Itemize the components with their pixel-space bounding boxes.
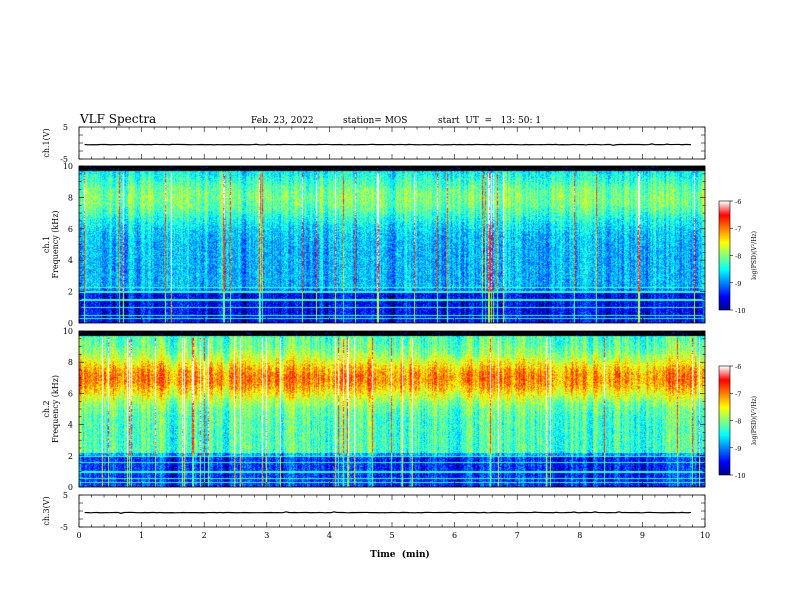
y-tick-label: 5 (63, 491, 68, 500)
y-tick-label: 8 (68, 358, 73, 367)
y-tick-label: -5 (60, 523, 68, 532)
colorbar-tick-label: -6 (735, 363, 741, 371)
colorbar-label: log(PSD)(V²/Hz) (751, 231, 758, 280)
colorbar-2 (719, 366, 730, 475)
colorbar-label: log(PSD)(V²/Hz) (751, 396, 758, 445)
y-tick-label: 10 (63, 162, 73, 171)
spectrogram-image-1 (79, 166, 705, 323)
x-tick-label: 9 (640, 531, 645, 540)
x-tick-label: 5 (389, 531, 394, 540)
y-axis-label: ch.1 (42, 236, 51, 253)
plot-area: 5 -5 ch.1(V) -6 -7 -8 -9 -10 log(PSD)(V²/Hz) 0 2 4 6… (42, 123, 758, 540)
colorbar-tick-label: -9 (735, 280, 741, 288)
colorbar-tick-label: -7 (735, 390, 741, 398)
chart-title: VLF Spectra (79, 112, 156, 126)
x-tick-label: 3 (264, 531, 269, 540)
y-tick-label: 2 (68, 288, 73, 297)
colorbar-tick-label: -10 (735, 472, 745, 480)
colorbar-tick-label: -7 (735, 225, 741, 233)
colorbar-tick-label: -8 (735, 418, 741, 426)
y-axis-label: Frequency (kHz) (51, 375, 60, 443)
x-axis-label: Time (min) (370, 549, 430, 560)
y-tick-label: 6 (68, 389, 73, 398)
y-tick-label: 6 (68, 225, 73, 234)
station-label: station= MOS (343, 116, 407, 126)
y-tick-label: 5 (63, 123, 68, 132)
y-tick-label: 4 (68, 421, 73, 430)
x-tick-label: 2 (202, 531, 207, 540)
colorbar-tick-label: -9 (735, 445, 741, 453)
x-tick-label: 4 (327, 531, 332, 540)
y-axis-label: ch.2 (42, 400, 51, 417)
y-tick-label: 4 (68, 256, 73, 265)
x-tick-label: 0 (76, 531, 81, 540)
y-axis-label: Frequency (kHz) (51, 210, 60, 278)
y-tick-label: 0 (68, 319, 73, 328)
x-tick-label: 6 (452, 531, 457, 540)
date-label: Feb. 23, 2022 (251, 116, 314, 126)
colorbar-tick-label: -6 (735, 198, 741, 206)
y-tick-label: -5 (60, 155, 68, 164)
waveform-line-0 (84, 143, 692, 146)
waveform-line-3 (84, 511, 692, 515)
colorbar-tick-label: -8 (735, 253, 741, 261)
x-tick-label: 10 (700, 531, 710, 540)
y-axis-label: ch.1(V) (42, 128, 51, 157)
y-tick-label: 10 (63, 327, 73, 336)
x-tick-label: 1 (139, 531, 144, 540)
x-tick-label: 7 (515, 531, 520, 540)
y-tick-label: 0 (68, 483, 73, 492)
colorbar-tick-label: -10 (735, 307, 745, 315)
y-axis-label: ch.3(V) (42, 496, 51, 525)
spectrogram-image-2 (79, 331, 705, 487)
y-tick-label: 2 (68, 452, 73, 461)
y-tick-label: 8 (68, 193, 73, 202)
colorbar-1 (719, 201, 730, 310)
x-tick-label: 8 (577, 531, 582, 540)
start-time-label: start UT = 13: 50: 1 (438, 116, 541, 126)
